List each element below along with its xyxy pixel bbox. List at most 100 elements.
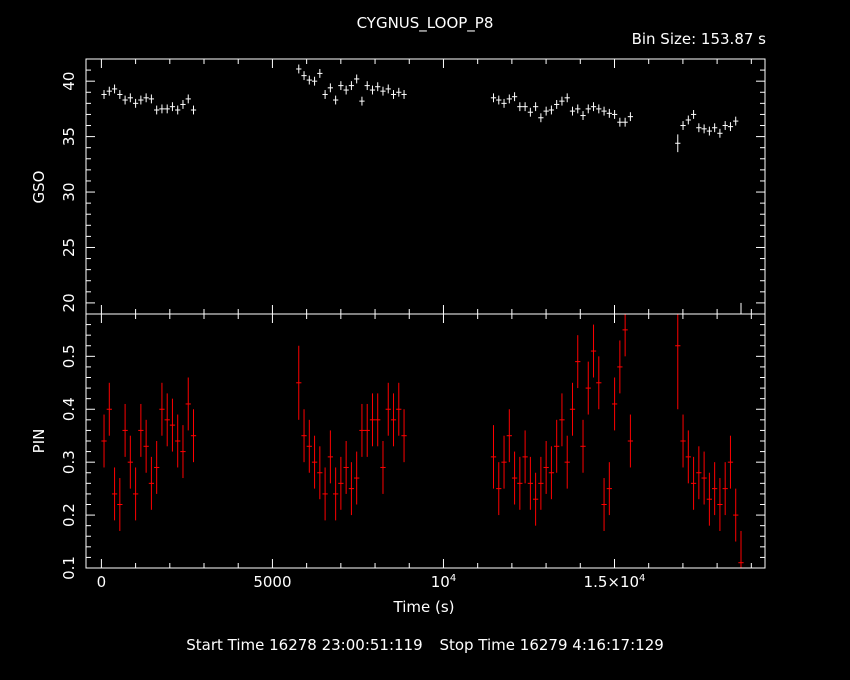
pin-data-point xyxy=(685,430,691,484)
pin-data-point xyxy=(132,467,139,521)
gso-data-point xyxy=(580,111,586,120)
panel-frames: 20 25 30 35 40 0.1 0.2 0.3 0.4 0.5 0 5000 104 1.5×104 xyxy=(60,58,766,591)
gso-data-point xyxy=(185,94,191,104)
gso-data-point xyxy=(111,84,118,94)
pin-data-point xyxy=(343,441,349,494)
x-tick-label: 104 xyxy=(431,573,456,591)
gso-panel xyxy=(101,64,744,315)
pin-data-point xyxy=(190,409,197,463)
pin-data-point xyxy=(117,478,123,531)
gso-data-point xyxy=(343,85,349,95)
gso-data-point xyxy=(132,98,139,108)
pin-data-point xyxy=(712,462,718,516)
gso-data-point xyxy=(569,106,576,116)
pin-data-point xyxy=(496,462,502,516)
gso-data-point xyxy=(169,102,176,112)
pin-y-tick-label: 0.1 xyxy=(60,556,78,580)
pin-data-point xyxy=(127,435,133,489)
pin-data-point xyxy=(706,472,713,526)
pin-data-point xyxy=(722,462,728,516)
gso-data-point xyxy=(596,104,602,114)
gso-data-point xyxy=(622,117,628,127)
gso-data-point xyxy=(575,104,581,114)
gso-data-point xyxy=(548,105,555,115)
gso-data-point xyxy=(501,98,507,108)
gso-data-point xyxy=(722,121,728,130)
gso-data-point xyxy=(338,81,344,91)
gso-data-point xyxy=(122,95,128,105)
gso-data-point xyxy=(627,112,634,122)
gso-data-point xyxy=(611,110,618,119)
pin-data-point xyxy=(396,382,402,436)
pin-data-point xyxy=(511,451,518,505)
pin-data-point xyxy=(701,451,707,505)
gso-data-point xyxy=(380,86,386,96)
pin-data-point xyxy=(122,403,128,457)
pin-data-point xyxy=(585,361,591,415)
gso-y-tick-label: 20 xyxy=(60,293,78,312)
gso-data-point xyxy=(106,86,112,96)
pin-data-point xyxy=(680,414,686,468)
gso-data-point xyxy=(327,83,334,93)
pin-data-point xyxy=(554,419,560,473)
pin-y-tick-label: 0.5 xyxy=(60,344,78,368)
gso-data-point xyxy=(606,108,612,118)
pin-data-point xyxy=(327,430,334,484)
gso-data-point xyxy=(296,64,302,74)
pin-data-point xyxy=(306,419,312,473)
gso-data-point xyxy=(396,87,402,97)
pin-data-point xyxy=(527,456,534,510)
gso-data-point xyxy=(354,74,360,84)
pin-data-point xyxy=(517,456,523,510)
gso-y-tick-label: 30 xyxy=(60,182,78,201)
pin-data-point xyxy=(506,409,512,463)
pin-data-point xyxy=(159,382,165,436)
gso-data-point xyxy=(696,123,702,133)
pin-data-point xyxy=(490,425,497,489)
pin-data-point xyxy=(301,409,307,463)
pin-data-point xyxy=(348,462,355,516)
gso-data-point xyxy=(517,102,523,112)
pin-data-point xyxy=(101,414,107,468)
gso-data-point xyxy=(401,90,407,99)
pin-y-tick-label: 0.4 xyxy=(60,397,78,421)
gso-data-point xyxy=(733,116,739,126)
gso-data-point xyxy=(685,115,691,125)
pin-data-point xyxy=(369,393,376,447)
gso-data-point xyxy=(532,102,539,112)
gso-data-point xyxy=(154,105,160,115)
gso-data-point xyxy=(590,102,597,112)
pin-data-point xyxy=(611,377,618,431)
gso-data-point xyxy=(522,102,528,112)
pin-data-point xyxy=(164,393,170,447)
pin-data-point xyxy=(575,335,581,389)
start-time: Start Time 16278 23:00:51:119 xyxy=(186,636,423,654)
pin-data-point xyxy=(564,435,570,489)
pin-data-point xyxy=(148,456,155,510)
pin-data-point xyxy=(717,478,723,531)
pin-data-point xyxy=(180,425,186,479)
gso-data-point xyxy=(554,100,560,109)
pin-data-point xyxy=(559,393,565,447)
pin-data-point xyxy=(548,446,555,500)
gso-y-tick-label: 25 xyxy=(60,238,78,257)
gso-data-point xyxy=(117,90,123,99)
pin-data-point xyxy=(401,409,407,463)
pin-data-point xyxy=(538,456,544,510)
x-tick-label: 1.5×104 xyxy=(584,573,646,591)
gso-data-point xyxy=(385,84,391,94)
gso-data-point xyxy=(601,106,607,116)
gso-data-point xyxy=(717,128,723,138)
pin-data-point xyxy=(385,382,391,436)
gso-data-point xyxy=(375,82,381,92)
gso-data-point xyxy=(333,95,339,105)
pin-data-point xyxy=(154,441,160,494)
pin-frame xyxy=(85,313,766,569)
pin-data-point xyxy=(733,488,739,542)
pin-data-point xyxy=(143,419,149,473)
x-tick-label: 5000 xyxy=(253,573,291,591)
pin-data-point xyxy=(185,377,191,431)
pin-data-point xyxy=(627,414,634,468)
gso-data-point xyxy=(127,93,133,103)
